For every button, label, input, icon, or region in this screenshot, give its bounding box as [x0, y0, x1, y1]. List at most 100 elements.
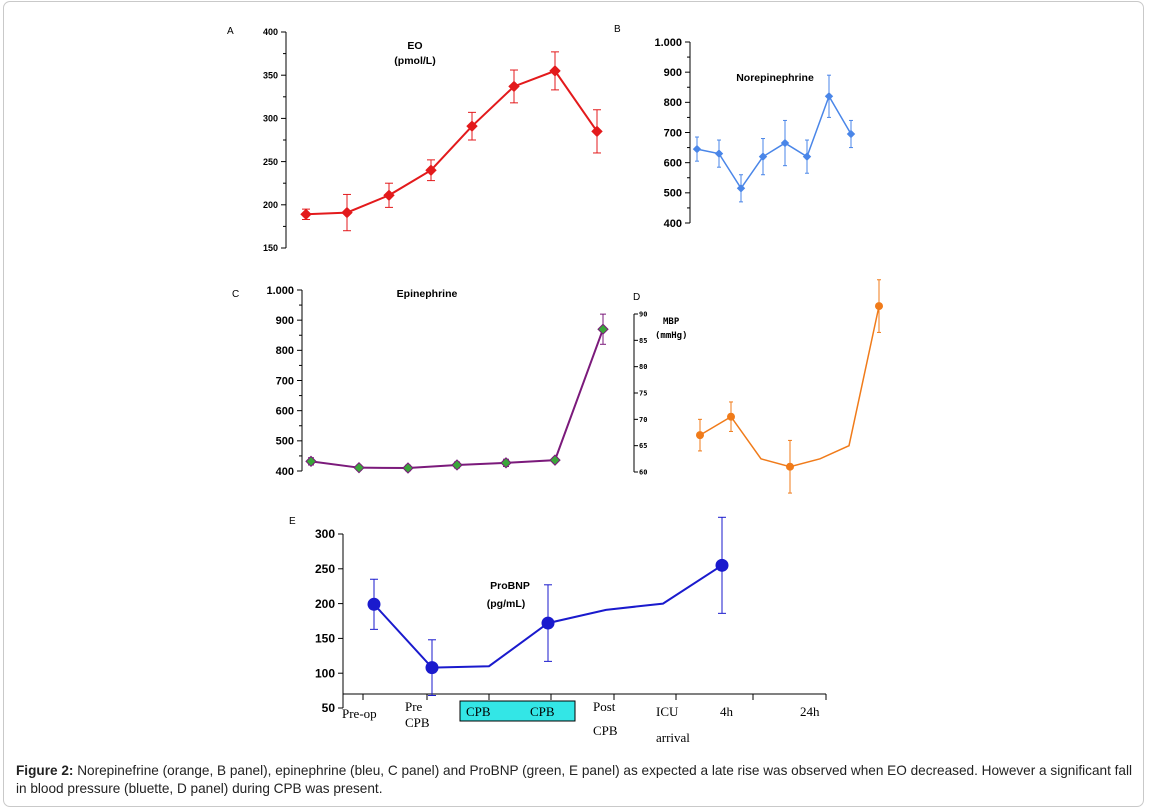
series-line: [305, 69, 598, 216]
y-tick-label: 400: [263, 27, 278, 37]
data-point: [692, 144, 702, 154]
x-tick-label: 4h: [720, 704, 734, 719]
chart-title: ProBNP: [490, 580, 530, 592]
x-tick-label: Pre: [405, 699, 423, 714]
panel-label: E: [289, 516, 296, 527]
data-point: [353, 461, 365, 474]
y-tick-label: 600: [664, 158, 682, 170]
y-tick-label: 65: [639, 442, 647, 450]
chart-subtitle: (mmHg): [655, 331, 688, 341]
data-point: [425, 661, 439, 675]
figure-caption: Figure 2: Norepinefrine (orange, B panel…: [16, 762, 1132, 798]
data-point: [549, 65, 561, 77]
data-point: [696, 431, 704, 440]
data-point: [802, 152, 812, 161]
panel-label: A: [227, 26, 234, 37]
data-point: [780, 138, 790, 148]
data-point: [541, 616, 555, 630]
data-point: [466, 120, 478, 132]
x-tick-label: CPB: [405, 715, 430, 730]
caption-text: Norepinefrine (orange, B panel), epineph…: [16, 763, 1133, 796]
y-tick-label: 150: [315, 632, 335, 646]
y-tick-label: 200: [263, 200, 278, 210]
y-tick-label: 600: [276, 406, 294, 418]
chart-title: MBP: [663, 317, 680, 327]
y-tick-label: 70: [639, 416, 647, 424]
x-tick-label: ICU: [656, 704, 679, 719]
y-tick-label: 75: [639, 389, 647, 397]
x-tick-label: CPB: [593, 723, 618, 738]
chart-title: Epinephrine: [397, 288, 458, 300]
data-point: [500, 457, 512, 469]
panel-c: C 400 500 600 700 800 900 1.000 Epinephrine: [232, 285, 609, 478]
panel-a: A 150 200 250 300 350 400 EO (pmol/L): [227, 26, 603, 253]
y-tick-label: 400: [276, 466, 294, 478]
y-tick-label: 50: [322, 701, 336, 715]
panel-b: B 400 500 600 700 800 900 1.000 Norepinephrine: [614, 24, 856, 230]
y-tick-label: 250: [315, 562, 335, 576]
data-point: [714, 149, 724, 158]
y-tick-label: 250: [263, 157, 278, 167]
x-tick-label: CPB: [466, 704, 491, 719]
y-tick-label: 150: [263, 243, 278, 253]
data-point: [597, 323, 609, 335]
data-point: [758, 152, 768, 161]
y-tick-label: 60: [639, 468, 647, 476]
y-tick-label: 90: [639, 310, 647, 318]
data-point: [549, 454, 561, 466]
y-tick-label: 700: [664, 127, 682, 139]
y-tick-label: 400: [664, 218, 682, 230]
data-point: [824, 92, 834, 101]
data-point: [305, 455, 317, 468]
data-point: [715, 558, 729, 572]
panel-label: B: [614, 24, 621, 35]
data-point: [508, 80, 520, 93]
data-point: [736, 184, 746, 193]
data-point: [341, 206, 353, 219]
y-tick-label: 1.000: [654, 37, 682, 49]
y-tick-label: 200: [315, 597, 335, 611]
data-point: [727, 412, 735, 421]
x-tick-label: CPB: [530, 704, 555, 719]
data-point: [786, 462, 794, 471]
cpb-highlight: [459, 700, 576, 722]
y-tick-label: 100: [315, 666, 335, 680]
y-tick-label: 1.000: [266, 285, 294, 297]
x-tick-label: 24h: [800, 704, 820, 719]
panel-d: D 60 65 70 75 80 85 90 MBP (mmHg): [633, 279, 883, 494]
data-point: [591, 125, 603, 138]
data-point: [875, 302, 883, 311]
data-point: [367, 597, 381, 611]
x-tick-label: arrival: [656, 730, 690, 745]
figure-frame: [3, 1, 1144, 807]
y-tick-label: 300: [315, 527, 335, 541]
x-tick-label: Post: [593, 699, 616, 714]
y-tick-label: 500: [276, 436, 294, 448]
data-point: [425, 164, 437, 176]
y-tick-label: 350: [263, 70, 278, 80]
y-tick-label: 700: [276, 375, 294, 387]
chart-subtitle: (pmol/L): [394, 55, 435, 67]
series-line: [696, 94, 852, 190]
data-point: [383, 189, 395, 202]
y-tick-label: 500: [664, 188, 682, 200]
y-tick-label: 300: [263, 114, 278, 124]
series-line: [310, 328, 604, 469]
y-tick-label: 800: [664, 97, 682, 109]
panel-label: D: [633, 292, 640, 303]
y-tick-label: 900: [664, 67, 682, 79]
chart-title: Norepinephrine: [736, 72, 814, 84]
chart-subtitle: (pg/mL): [487, 598, 526, 610]
y-tick-label: 80: [639, 363, 647, 371]
y-tick-label: 85: [639, 337, 647, 345]
data-point: [300, 208, 312, 221]
y-tick-label: 800: [276, 345, 294, 357]
data-point: [846, 129, 856, 139]
panel-label: C: [232, 289, 239, 300]
y-tick-label: 900: [276, 315, 294, 327]
x-tick-label: Pre-op: [342, 706, 377, 721]
data-point: [402, 462, 414, 474]
chart-title: EO: [407, 40, 422, 52]
